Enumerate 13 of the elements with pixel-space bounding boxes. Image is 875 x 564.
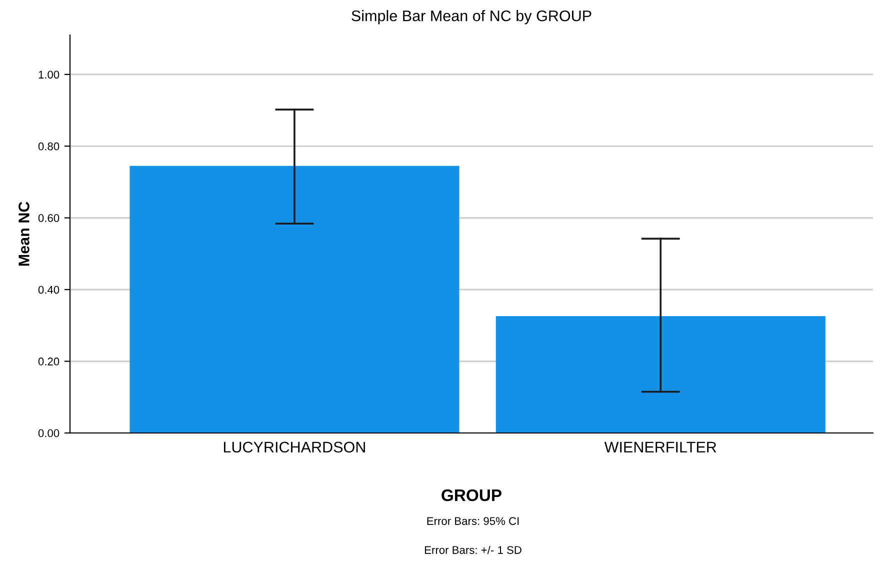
y-tick-label: 0.80 xyxy=(38,142,60,150)
y-tick-label: 0.40 xyxy=(38,286,60,294)
y-tick-label: 0.20 xyxy=(38,358,60,366)
chart-title: Simple Bar Mean of NC by GROUP xyxy=(352,10,592,24)
x-axis-title: GROUP xyxy=(442,489,502,502)
text: Error Bars: +/- 1 SD xyxy=(424,546,522,554)
x-tick-label: LUCYRICHARDSON xyxy=(224,442,365,453)
y-tick-label: 0.60 xyxy=(38,214,60,222)
y-tick-label: 1.00 xyxy=(38,70,60,79)
x-tick-label: WIENERFILTER xyxy=(604,442,716,452)
y-axis-title: Mean NC xyxy=(18,202,30,266)
y-tick-label: 0.00 xyxy=(38,429,60,438)
text: Error Bars: 95% CI xyxy=(427,517,519,525)
